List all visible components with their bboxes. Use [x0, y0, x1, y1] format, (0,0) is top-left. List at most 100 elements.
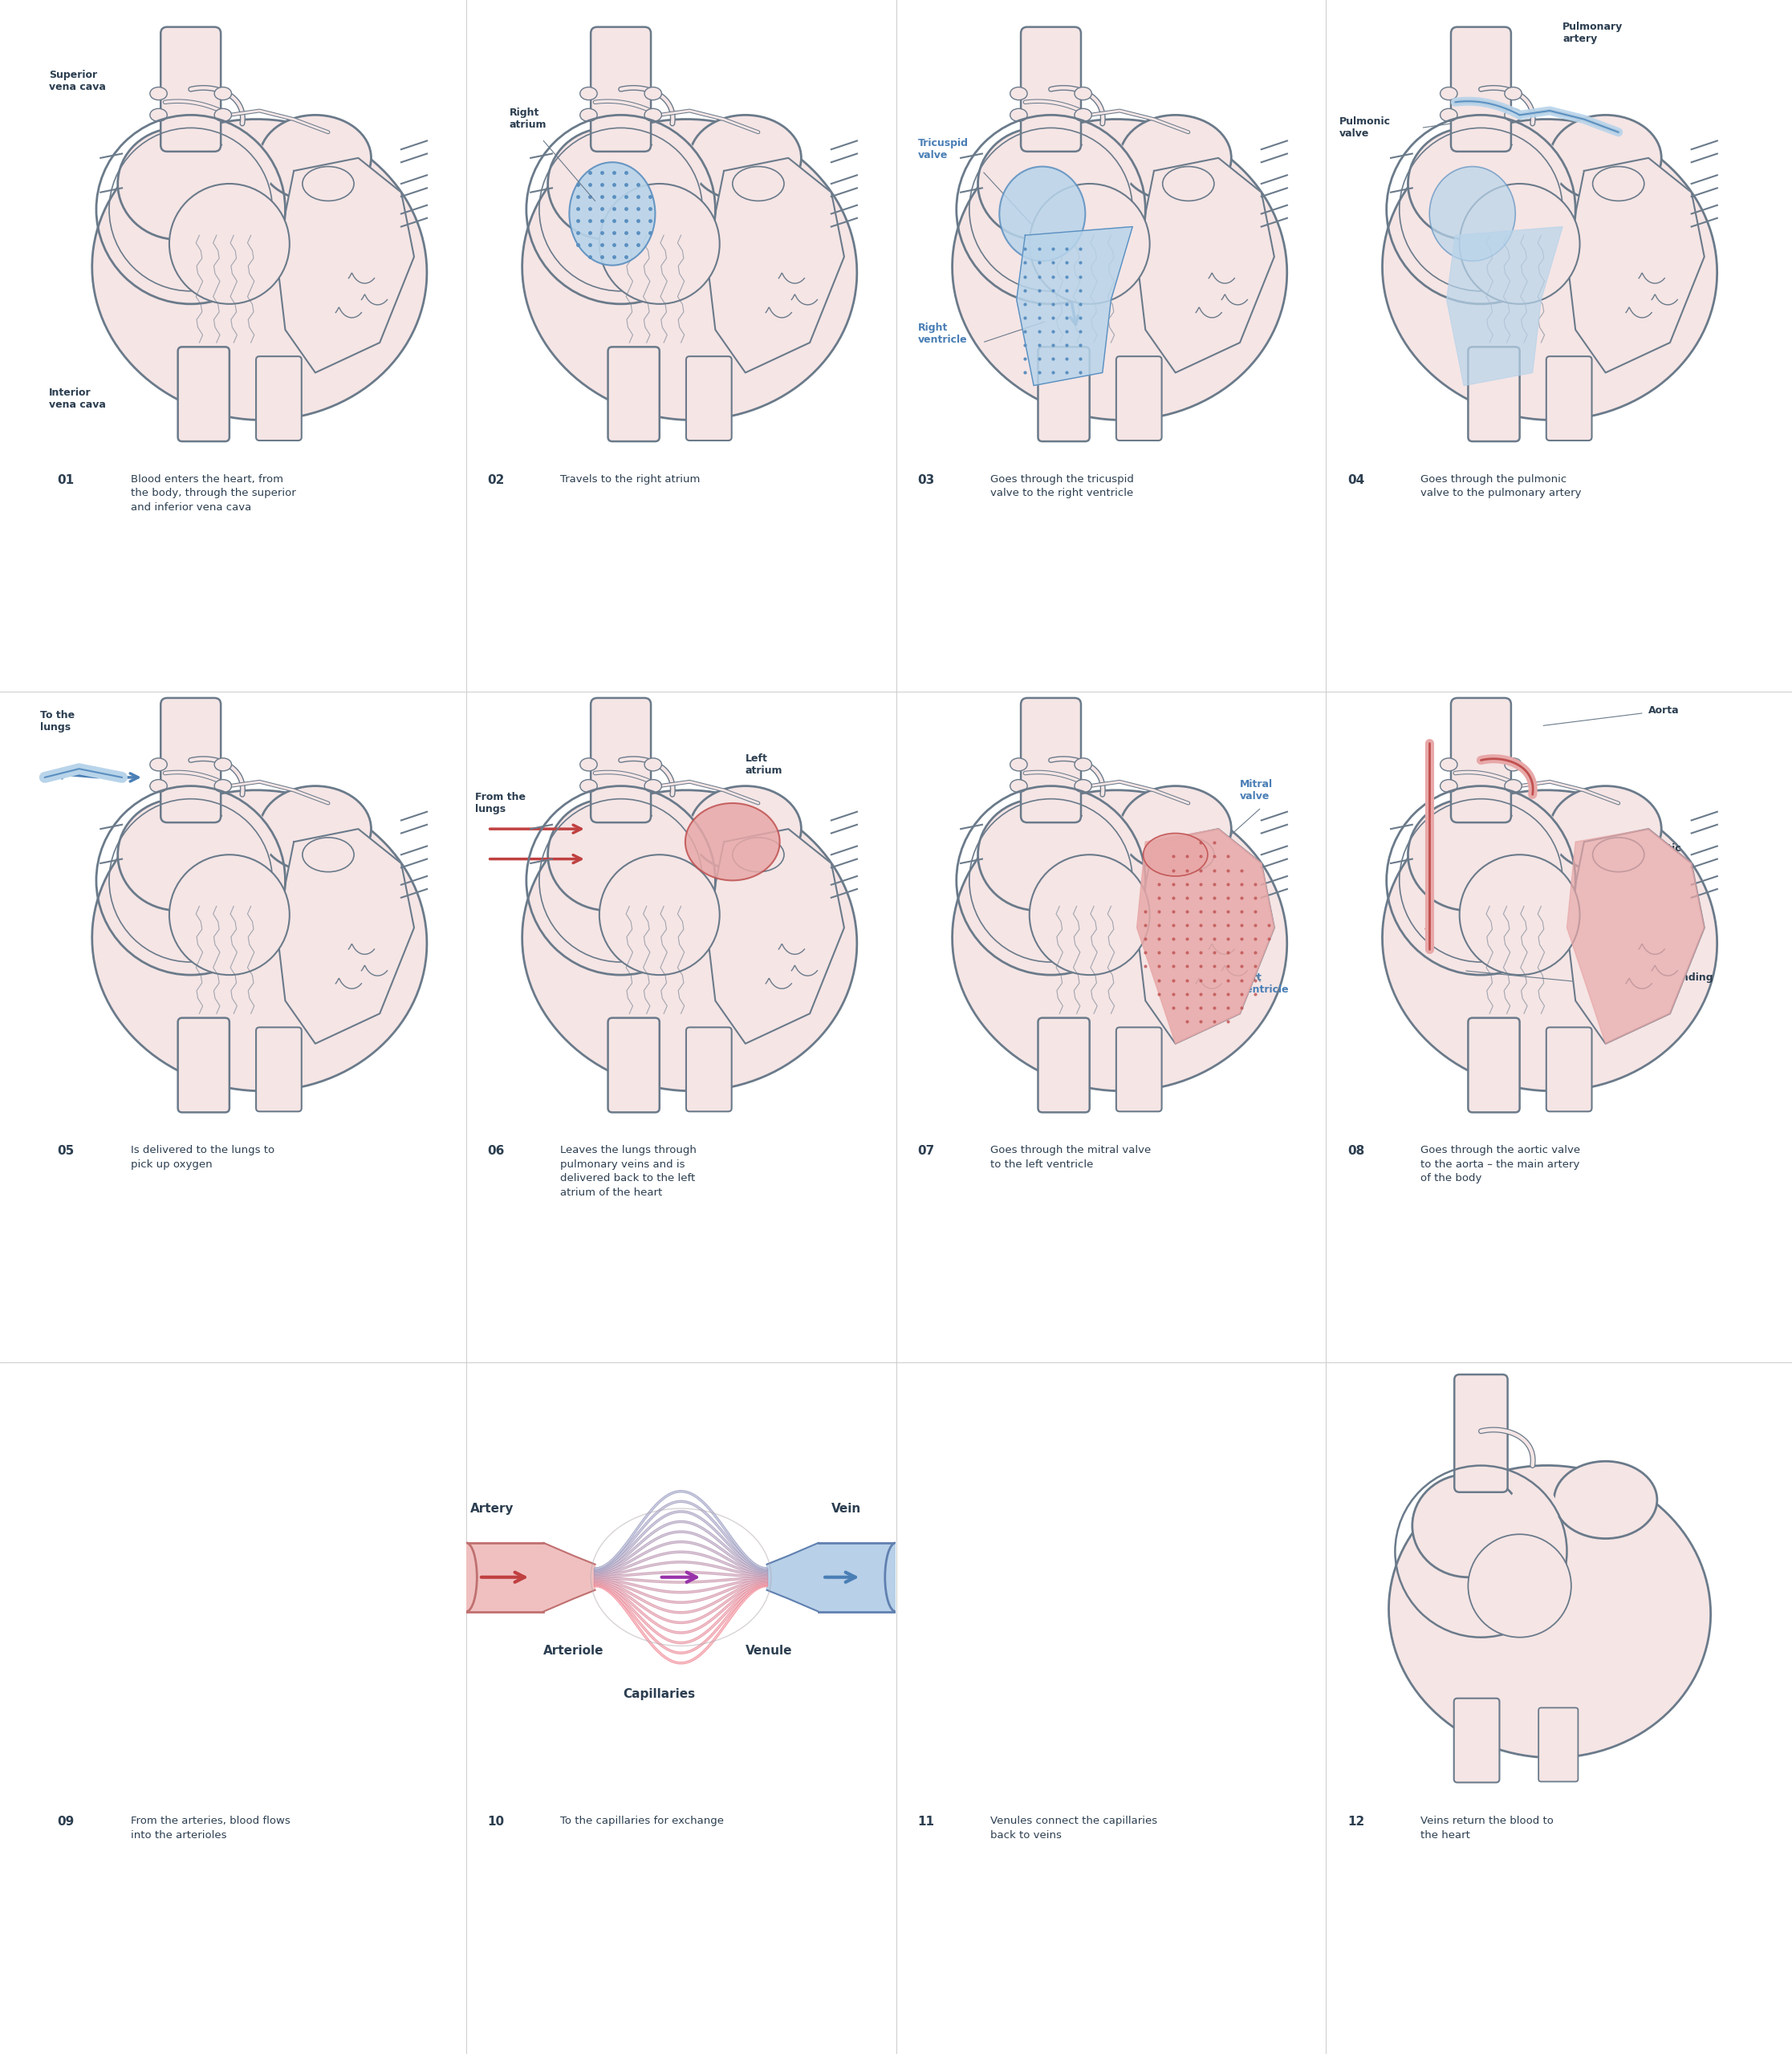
FancyBboxPatch shape — [256, 1027, 301, 1111]
Text: Blood enters the heart, from
the body, through the superior
and inferior vena ca: Blood enters the heart, from the body, t… — [131, 474, 296, 514]
Text: Is delivered to the lungs to
pick up oxygen: Is delivered to the lungs to pick up oxy… — [131, 1144, 274, 1169]
Ellipse shape — [1000, 166, 1086, 261]
Polygon shape — [276, 830, 414, 1043]
Ellipse shape — [1382, 791, 1717, 1091]
Ellipse shape — [1389, 1465, 1711, 1758]
Ellipse shape — [215, 109, 231, 121]
Text: From the
lungs: From the lungs — [475, 791, 525, 813]
Polygon shape — [767, 1543, 819, 1612]
Text: Goes through the tricuspid
valve to the right ventricle: Goes through the tricuspid valve to the … — [991, 474, 1134, 499]
Text: Left
atrium: Left atrium — [745, 754, 783, 776]
Ellipse shape — [1505, 86, 1521, 101]
Text: Superior
vena cava: Superior vena cava — [48, 70, 106, 92]
Ellipse shape — [645, 86, 661, 101]
Ellipse shape — [1505, 109, 1521, 121]
Ellipse shape — [521, 119, 857, 419]
Ellipse shape — [645, 781, 661, 793]
Text: 11: 11 — [918, 1816, 934, 1828]
Text: Venules connect the capillaries
back to veins: Venules connect the capillaries back to … — [991, 1816, 1158, 1840]
Polygon shape — [1566, 830, 1704, 1043]
Ellipse shape — [690, 115, 801, 201]
Ellipse shape — [978, 127, 1098, 240]
Ellipse shape — [645, 758, 661, 770]
FancyBboxPatch shape — [256, 355, 301, 440]
Text: Pulmonic
valve: Pulmonic valve — [1339, 117, 1391, 140]
FancyBboxPatch shape — [1453, 1699, 1500, 1783]
Ellipse shape — [642, 136, 702, 205]
Ellipse shape — [118, 799, 238, 910]
FancyBboxPatch shape — [1038, 1019, 1090, 1113]
Text: Leaves the lungs through
pulmonary veins and is
delivered back to the left
atriu: Leaves the lungs through pulmonary veins… — [561, 1144, 697, 1197]
Ellipse shape — [1075, 86, 1091, 101]
Ellipse shape — [303, 166, 355, 201]
Ellipse shape — [1120, 115, 1231, 201]
Ellipse shape — [1011, 758, 1027, 770]
FancyBboxPatch shape — [1116, 355, 1161, 440]
Ellipse shape — [1502, 807, 1563, 877]
Ellipse shape — [885, 1543, 907, 1612]
Ellipse shape — [1550, 787, 1661, 871]
Text: Interior
vena cava: Interior vena cava — [48, 388, 106, 409]
Text: Travels to the right atrium: Travels to the right atrium — [561, 474, 701, 485]
Ellipse shape — [215, 86, 231, 101]
FancyBboxPatch shape — [161, 698, 220, 822]
Text: 12: 12 — [1348, 1816, 1366, 1828]
Text: Goes through the pulmonic
valve to the pulmonary artery: Goes through the pulmonic valve to the p… — [1421, 474, 1582, 499]
Ellipse shape — [1120, 787, 1231, 871]
Text: Vein: Vein — [831, 1504, 862, 1516]
Circle shape — [1029, 854, 1150, 976]
Text: Venule: Venule — [745, 1645, 792, 1658]
Polygon shape — [466, 1543, 543, 1612]
Ellipse shape — [1409, 799, 1529, 910]
Ellipse shape — [303, 838, 355, 871]
FancyBboxPatch shape — [1546, 355, 1591, 440]
Ellipse shape — [978, 799, 1098, 910]
Ellipse shape — [151, 758, 167, 770]
Text: 07: 07 — [918, 1144, 935, 1156]
Polygon shape — [1136, 158, 1274, 372]
Text: From the arteries, blood flows
into the arterioles: From the arteries, blood flows into the … — [131, 1816, 290, 1840]
Ellipse shape — [1072, 807, 1133, 877]
Ellipse shape — [1502, 136, 1563, 205]
Ellipse shape — [952, 119, 1287, 419]
Ellipse shape — [1593, 166, 1645, 201]
Ellipse shape — [1011, 781, 1027, 793]
Ellipse shape — [1011, 86, 1027, 101]
Polygon shape — [543, 1543, 595, 1612]
Ellipse shape — [548, 799, 668, 910]
Ellipse shape — [91, 791, 426, 1091]
Text: 04: 04 — [1348, 474, 1366, 487]
Circle shape — [1468, 1534, 1572, 1637]
FancyBboxPatch shape — [1021, 27, 1081, 152]
Text: Veins return the blood to
the heart: Veins return the blood to the heart — [1421, 1816, 1554, 1840]
Polygon shape — [276, 158, 414, 372]
Ellipse shape — [733, 838, 785, 871]
Ellipse shape — [581, 86, 597, 101]
Ellipse shape — [455, 1543, 477, 1612]
Text: 06: 06 — [487, 1144, 505, 1156]
FancyBboxPatch shape — [1546, 1027, 1591, 1111]
Ellipse shape — [1507, 1483, 1559, 1543]
Text: To the
lungs: To the lungs — [41, 711, 75, 733]
Ellipse shape — [733, 166, 785, 201]
Text: Aortic
valve: Aortic valve — [1649, 844, 1683, 865]
Polygon shape — [706, 158, 844, 372]
Ellipse shape — [1430, 166, 1516, 261]
Ellipse shape — [1441, 109, 1457, 121]
Ellipse shape — [1441, 781, 1457, 793]
FancyBboxPatch shape — [686, 1027, 731, 1111]
FancyBboxPatch shape — [1116, 1027, 1161, 1111]
FancyBboxPatch shape — [177, 347, 229, 442]
Ellipse shape — [1593, 838, 1645, 871]
FancyBboxPatch shape — [1021, 698, 1081, 822]
Text: Right
ventricle: Right ventricle — [918, 322, 968, 345]
Text: Aorta: Aorta — [1649, 705, 1679, 715]
Polygon shape — [819, 1543, 896, 1612]
Ellipse shape — [151, 86, 167, 101]
Circle shape — [1029, 183, 1150, 304]
Ellipse shape — [1505, 758, 1521, 770]
Ellipse shape — [215, 758, 231, 770]
Ellipse shape — [1072, 136, 1133, 205]
Ellipse shape — [215, 781, 231, 793]
FancyBboxPatch shape — [161, 27, 220, 152]
